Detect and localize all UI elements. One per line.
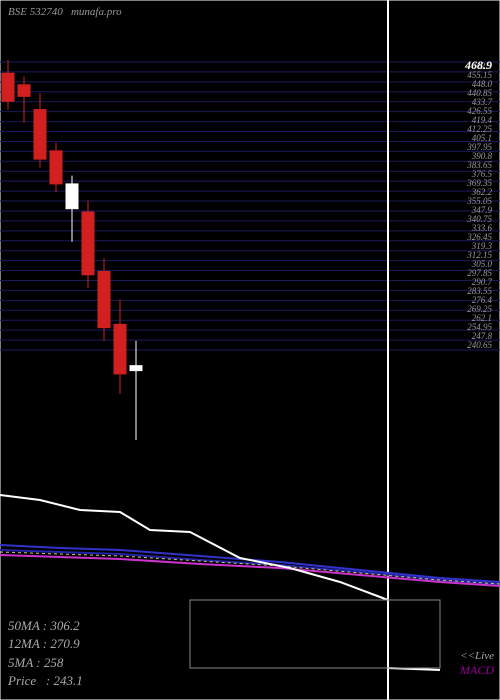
ma50-row: 50MA : 306.2 [8, 617, 83, 635]
chart-svg [0, 0, 500, 700]
ma5-row: 5MA : 258 [8, 654, 83, 672]
exchange-label: BSE [8, 6, 27, 18]
symbol-label: 532740 [30, 6, 63, 18]
watermark: munafa.pro [71, 6, 122, 18]
chart-header: BSE 532740 munafa.pro [8, 6, 122, 18]
price-row: Price : 243.1 [8, 672, 83, 690]
top-price-label: 468.9 [465, 58, 492, 73]
ma12-row: 12MA : 270.9 [8, 635, 83, 653]
macd-label: MACD [460, 663, 494, 678]
chart-container: BSE 532740 munafa.pro 468.9 462.3455.154… [0, 0, 500, 700]
live-label: <<Live [460, 650, 494, 662]
y-axis-tick-label: 240.65 [467, 341, 492, 350]
y-axis-labels: 462.3455.15448.0440.85433.7426.55419.441… [467, 62, 492, 350]
info-panel: 50MA : 306.2 12MA : 270.9 5MA : 258 Pric… [8, 617, 83, 690]
